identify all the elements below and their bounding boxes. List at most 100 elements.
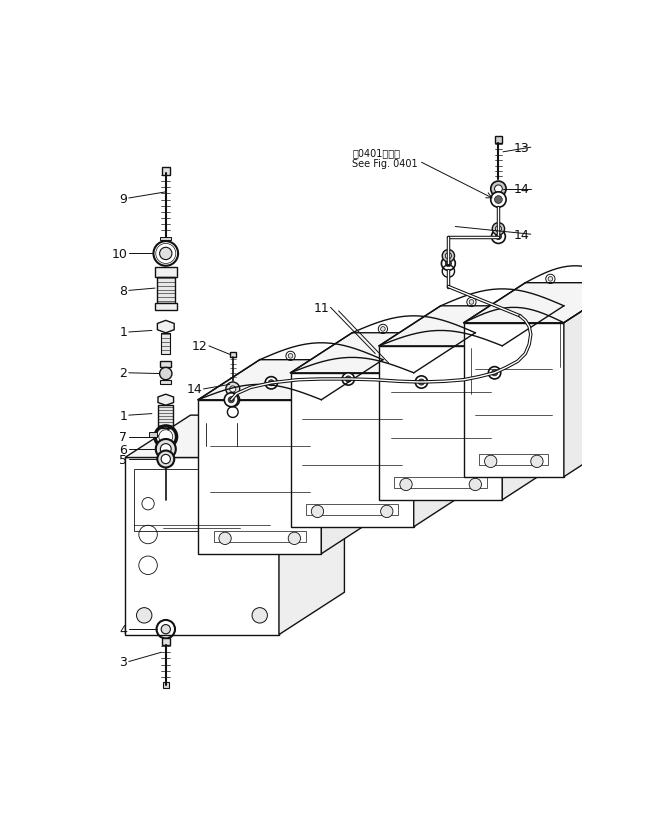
Circle shape: [137, 608, 152, 624]
Circle shape: [415, 376, 428, 389]
Bar: [229, 353, 236, 358]
Circle shape: [489, 367, 501, 380]
Text: 9: 9: [119, 192, 127, 206]
Bar: [494, 137, 502, 144]
Text: 12: 12: [192, 340, 207, 353]
Polygon shape: [198, 400, 321, 554]
Polygon shape: [379, 346, 502, 500]
Bar: [149, 432, 157, 437]
Circle shape: [226, 383, 240, 396]
Bar: [161, 362, 171, 368]
Circle shape: [159, 368, 172, 380]
Bar: [161, 334, 170, 355]
Circle shape: [345, 376, 351, 383]
Circle shape: [494, 196, 502, 204]
Bar: [306, 504, 399, 516]
Bar: [155, 268, 176, 278]
Bar: [162, 168, 170, 176]
Text: 6: 6: [119, 443, 127, 456]
Circle shape: [350, 354, 354, 359]
Polygon shape: [290, 334, 476, 374]
Circle shape: [228, 397, 235, 403]
Circle shape: [159, 431, 173, 444]
Text: 3: 3: [119, 655, 127, 668]
Polygon shape: [290, 374, 413, 528]
Circle shape: [224, 394, 238, 407]
Bar: [134, 470, 270, 532]
Polygon shape: [564, 283, 625, 477]
Text: 5: 5: [119, 453, 127, 466]
Circle shape: [531, 456, 543, 468]
Bar: [162, 639, 170, 645]
Circle shape: [219, 533, 231, 545]
Circle shape: [159, 248, 172, 260]
Bar: [158, 405, 174, 429]
Circle shape: [161, 444, 171, 455]
Text: 4: 4: [119, 623, 127, 636]
Circle shape: [161, 455, 170, 464]
Bar: [479, 454, 548, 466]
Circle shape: [265, 377, 277, 390]
Text: 10: 10: [111, 247, 127, 261]
Circle shape: [491, 192, 506, 208]
Circle shape: [229, 386, 236, 393]
Circle shape: [288, 533, 301, 545]
Text: 8: 8: [119, 284, 127, 298]
Polygon shape: [464, 324, 564, 477]
Circle shape: [445, 261, 452, 268]
Circle shape: [548, 278, 553, 282]
Circle shape: [469, 479, 481, 491]
Circle shape: [161, 624, 170, 634]
Circle shape: [495, 227, 502, 232]
Text: 1: 1: [119, 409, 127, 422]
Polygon shape: [125, 415, 345, 458]
Circle shape: [419, 380, 424, 385]
Circle shape: [380, 327, 385, 332]
Circle shape: [531, 300, 535, 305]
Circle shape: [445, 253, 452, 259]
Circle shape: [342, 374, 354, 385]
Bar: [157, 278, 175, 304]
Bar: [161, 237, 171, 240]
Polygon shape: [157, 321, 174, 334]
Circle shape: [494, 186, 502, 193]
Circle shape: [226, 394, 240, 407]
Circle shape: [288, 354, 293, 359]
Circle shape: [400, 479, 412, 491]
Text: 7: 7: [119, 431, 127, 444]
Circle shape: [229, 397, 236, 403]
Circle shape: [380, 506, 393, 518]
Polygon shape: [158, 395, 174, 405]
Circle shape: [441, 257, 456, 271]
Circle shape: [485, 456, 497, 468]
Polygon shape: [464, 283, 625, 324]
Circle shape: [442, 327, 447, 332]
Text: 13: 13: [513, 141, 529, 155]
Circle shape: [598, 278, 603, 282]
Circle shape: [252, 608, 268, 624]
Circle shape: [491, 182, 506, 197]
Circle shape: [157, 451, 174, 468]
Text: 14: 14: [186, 383, 202, 396]
Polygon shape: [279, 415, 345, 635]
Text: 2: 2: [119, 367, 127, 380]
Polygon shape: [502, 307, 564, 500]
Circle shape: [492, 223, 505, 236]
Bar: [214, 531, 306, 543]
Circle shape: [311, 506, 323, 518]
Text: 第0401图参照: 第0401图参照: [352, 148, 400, 158]
Text: 14: 14: [513, 228, 529, 242]
Circle shape: [156, 440, 176, 460]
Text: 11: 11: [313, 302, 329, 314]
Bar: [161, 380, 171, 384]
Bar: [163, 681, 169, 688]
Circle shape: [442, 250, 454, 263]
Text: See Fig. 0401: See Fig. 0401: [352, 158, 418, 168]
Text: 1: 1: [119, 326, 127, 339]
Circle shape: [491, 230, 505, 244]
Bar: [155, 304, 176, 310]
Text: 14: 14: [513, 183, 529, 196]
Polygon shape: [125, 458, 279, 635]
Polygon shape: [379, 307, 564, 346]
Bar: [395, 477, 487, 489]
